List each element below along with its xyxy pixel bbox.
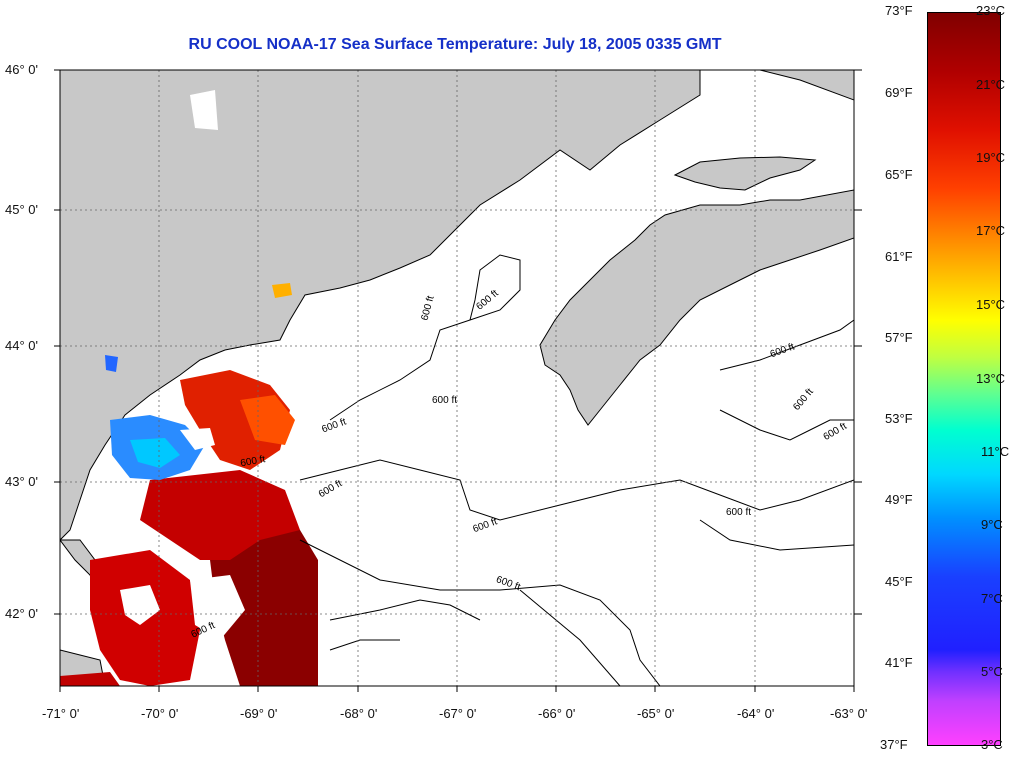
colorbar-c-label: 17°C — [976, 223, 1006, 238]
colorbar-c-label: 9°C — [981, 517, 1003, 532]
pei-land — [673, 156, 817, 191]
lat-label: 44° 0' — [5, 338, 38, 353]
lon-label: -64° 0' — [737, 706, 775, 721]
colorbar-f-label: 69°F — [885, 85, 913, 100]
colorbar-c-label: 13°C — [976, 371, 1006, 386]
lon-label: -67° 0' — [439, 706, 477, 721]
lat-label: 46° 0' — [5, 62, 38, 77]
lon-label: -69° 0' — [240, 706, 278, 721]
colorbar-f-label: 37°F — [880, 737, 908, 752]
colorbar-f-label: 45°F — [885, 574, 913, 589]
lon-label: -71° 0' — [42, 706, 80, 721]
colorbar-c-label: 21°C — [976, 77, 1006, 92]
lon-label: -65° 0' — [637, 706, 675, 721]
nova-scotia-land — [539, 189, 854, 426]
colorbar-c-label: 7°C — [981, 591, 1003, 606]
colorbar-c-label: 11°C — [981, 444, 1010, 459]
axis-ticks — [54, 69, 862, 692]
contour-label: 600 ft — [240, 454, 267, 469]
colorbar-c-label: 23°C — [976, 3, 1006, 18]
colorbar-f-label: 65°F — [885, 167, 913, 182]
lon-label: -66° 0' — [538, 706, 576, 721]
colorbar-f-label: 57°F — [885, 330, 913, 345]
colorbar-c-label: 5°C — [981, 664, 1003, 679]
lat-label: 45° 0' — [5, 202, 38, 217]
colorbar-f-label: 41°F — [885, 655, 913, 670]
colorbar-f-label: 61°F — [885, 249, 913, 264]
colorbar-c-label: 19°C — [976, 150, 1006, 165]
sst-data — [60, 90, 318, 686]
lon-label: -70° 0' — [141, 706, 179, 721]
map-title: RU COOL NOAA-17 Sea Surface Temperature:… — [188, 36, 722, 53]
lon-label: -63° 0' — [830, 706, 868, 721]
lat-label: 42° 0' — [5, 606, 38, 621]
lat-label: 43° 0' — [5, 474, 38, 489]
colorbar-c-label: 15°C — [976, 297, 1006, 312]
colorbar-f-label: 53°F — [885, 411, 913, 426]
colorbar-f-label: 49°F — [885, 492, 913, 507]
temperature-colorbar — [927, 12, 1001, 746]
colorbar-c-label: 3°C — [981, 737, 1003, 752]
graticule — [60, 70, 854, 686]
contour-label: 600 ft — [726, 507, 751, 518]
contour-label: 600 ft — [432, 395, 457, 406]
colorbar-f-label: 73°F — [885, 3, 913, 18]
lon-label: -68° 0' — [340, 706, 378, 721]
